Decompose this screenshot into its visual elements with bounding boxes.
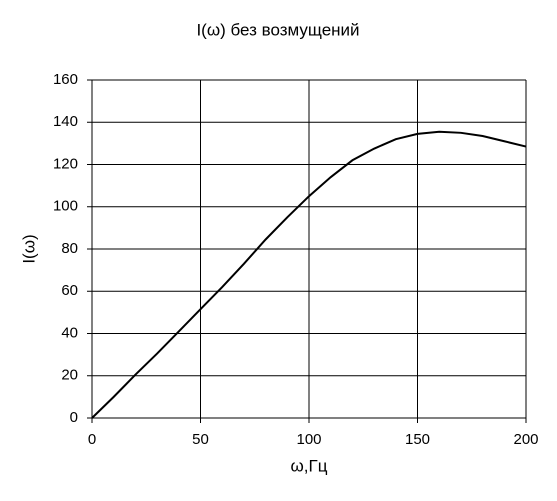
- chart-title: I(ω) без возмущений: [196, 20, 359, 39]
- x-tick-label: 50: [192, 431, 209, 448]
- y-tick-label: 140: [53, 113, 78, 130]
- data-line: [91, 130, 527, 419]
- x-tick-label: 0: [88, 431, 96, 448]
- y-tick-label: 20: [61, 367, 78, 384]
- y-tick-label: 40: [61, 324, 78, 341]
- x-axis-label: ω,Гц: [291, 456, 328, 475]
- y-tick-label: 100: [53, 198, 78, 215]
- y-axis-label: I(ω): [19, 234, 38, 263]
- y-tick-label: 60: [61, 282, 78, 299]
- x-tick-label: 100: [296, 431, 321, 448]
- y-tick-label: 80: [61, 240, 78, 257]
- x-tick-label: 200: [513, 431, 538, 448]
- x-tick-label: 150: [405, 431, 430, 448]
- y-tick-label: 120: [53, 155, 78, 172]
- y-tick-label: 0: [70, 409, 78, 426]
- y-tick-label: 160: [53, 71, 78, 88]
